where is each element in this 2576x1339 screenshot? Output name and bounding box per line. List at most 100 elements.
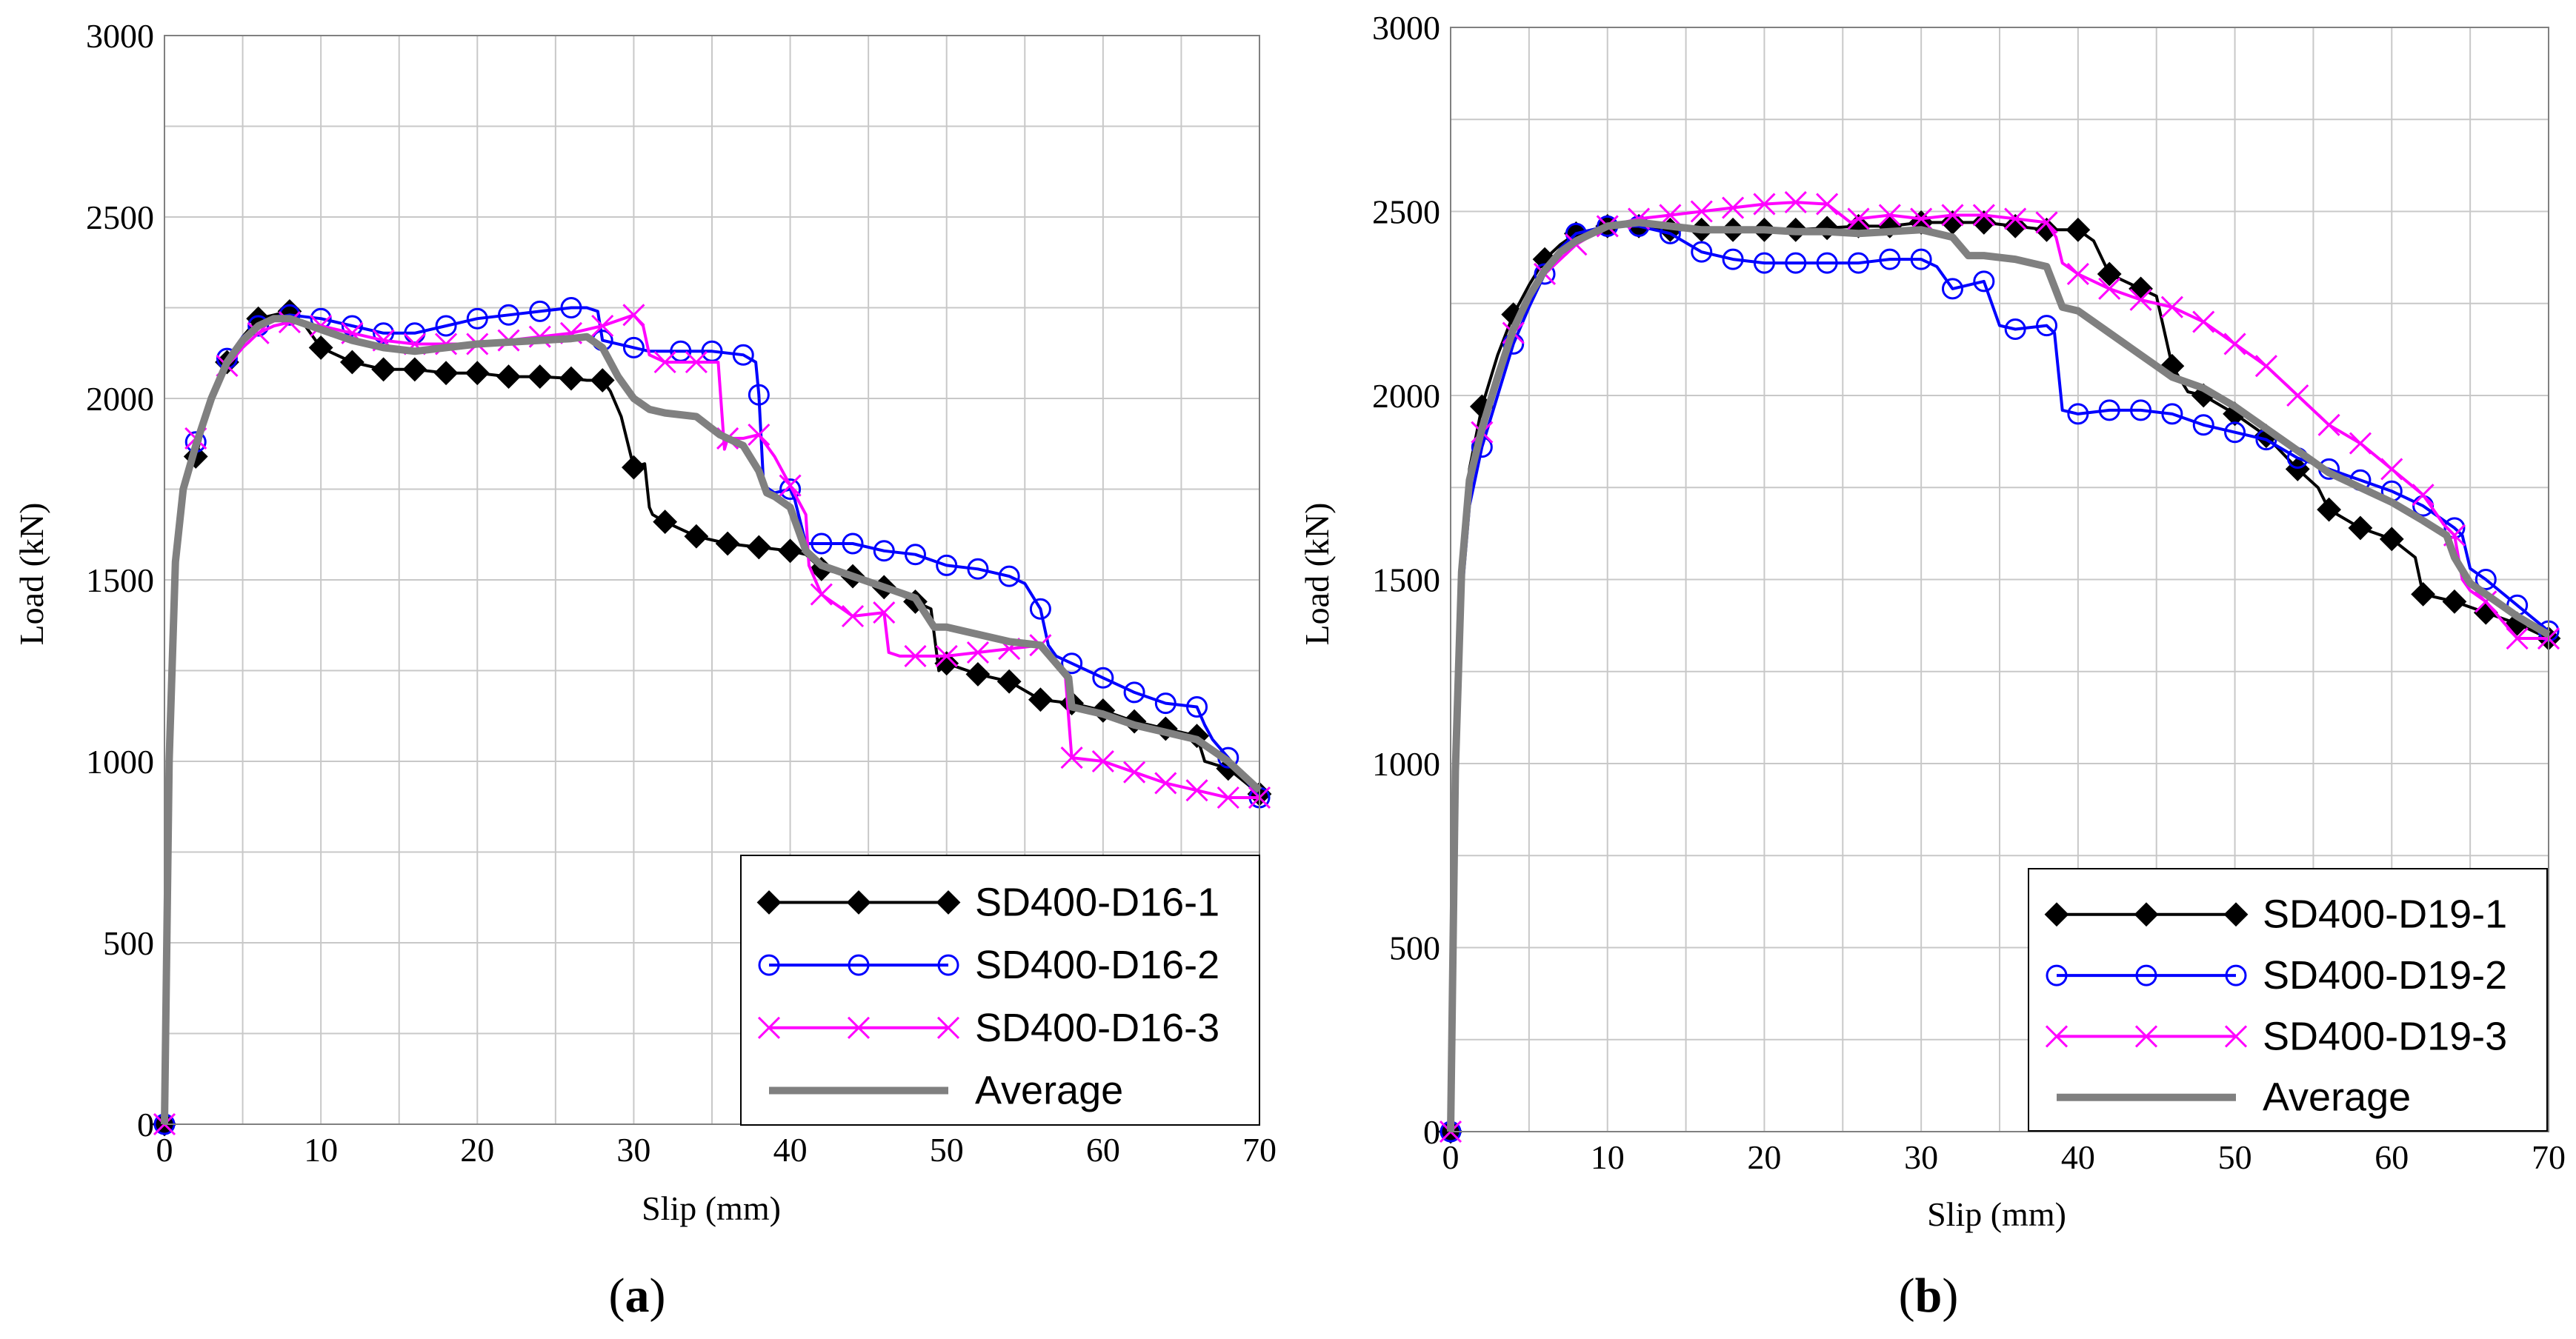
legend-marker — [2224, 1025, 2248, 1048]
data-point — [339, 350, 365, 375]
data-point — [653, 350, 676, 374]
x-tick-label: 60 — [1086, 1131, 1120, 1169]
data-point — [1879, 248, 1901, 270]
data-point — [1186, 696, 1208, 718]
x-axis-title-a: Slip (mm) — [642, 1189, 781, 1227]
data-point — [811, 532, 833, 555]
data-point — [1753, 193, 1776, 216]
data-point — [498, 304, 520, 326]
x-tick-label: 10 — [1591, 1138, 1625, 1176]
y-tick-label: 2000 — [1372, 377, 1440, 415]
legend-marker — [2045, 1025, 2069, 1048]
data-point — [2066, 262, 2089, 286]
x-tick-label: 20 — [460, 1131, 494, 1169]
data-point — [1972, 204, 1995, 227]
data-point — [2192, 310, 2215, 333]
data-point — [2097, 261, 2122, 287]
data-point — [966, 641, 990, 664]
data-point — [2098, 277, 2121, 300]
data-point — [2034, 217, 2059, 242]
panel-label-b-letter: b — [1915, 1269, 1943, 1323]
data-point — [779, 474, 802, 497]
data-point — [842, 532, 864, 555]
legend-item-SD400-D16-3: SD400-D16-3 — [757, 1006, 1219, 1050]
legend-label: SD400-D16-3 — [975, 1006, 1219, 1050]
y-axis-title-a: Load (kN) — [13, 503, 50, 646]
legend-marker — [937, 954, 959, 976]
legend-marker — [848, 954, 870, 976]
data-point — [967, 558, 989, 580]
data-point — [1061, 652, 1083, 675]
data-point — [1816, 193, 1839, 216]
legend-label: SD400-D16-1 — [975, 880, 1219, 924]
data-point — [1816, 252, 1838, 274]
y-tick-label: 2500 — [86, 198, 154, 236]
data-point — [2442, 589, 2467, 614]
legend-marker — [2223, 902, 2249, 927]
data-point — [1941, 204, 1964, 227]
data-point — [2066, 217, 2091, 242]
y-tick-label: 3000 — [86, 17, 154, 55]
x-tick-label: 50 — [930, 1131, 964, 1169]
data-point — [2379, 527, 2404, 552]
x-tick-label: 0 — [1442, 1138, 1460, 1176]
y-tick-label: 1500 — [1372, 561, 1440, 599]
series-Average — [1447, 218, 2551, 1132]
data-point — [590, 368, 615, 393]
data-point — [560, 297, 582, 318]
legend-marker — [2134, 1025, 2158, 1048]
data-point — [402, 357, 427, 382]
data-point — [873, 540, 895, 562]
data-point — [1785, 252, 1807, 274]
data-point — [904, 544, 926, 566]
data-point — [1092, 667, 1114, 689]
data-point — [591, 314, 614, 338]
data-point — [465, 361, 490, 386]
y-tick-label: 1000 — [1372, 745, 1440, 783]
data-point — [1154, 692, 1176, 715]
legend-box — [2028, 868, 2548, 1132]
data-point — [2036, 315, 2058, 337]
data-point — [1878, 204, 1901, 227]
y-tick-label: 0 — [137, 1106, 154, 1143]
data-point — [2067, 403, 2089, 425]
data-point — [2506, 627, 2529, 650]
legend-marker — [758, 954, 780, 976]
data-point — [2130, 399, 2152, 421]
data-point — [308, 335, 333, 360]
legend-item-Average: Average — [769, 1068, 1123, 1112]
data-point — [746, 535, 771, 560]
x-tick-label: 70 — [1242, 1131, 1277, 1169]
y-tick-label: 1000 — [86, 743, 154, 781]
y-tick-label: 2000 — [86, 380, 154, 418]
data-point — [1847, 252, 1869, 274]
data-point — [2223, 333, 2246, 355]
x-tick-label: 10 — [304, 1131, 338, 1169]
data-point — [466, 307, 488, 330]
data-point — [2224, 421, 2246, 444]
legend-box — [740, 855, 1260, 1126]
data-point — [1722, 248, 1744, 270]
panel-label-b: (b) — [1899, 1269, 1959, 1323]
data-point — [1060, 747, 1083, 769]
chart-panel-a: 0 10 20 30 40 50 60 70050010001500200025003000 … — [13, 17, 1277, 1323]
data-point — [934, 651, 959, 676]
y-tick-label: 500 — [1389, 929, 1440, 967]
series-line — [1447, 218, 2551, 1132]
data-point — [2192, 414, 2214, 436]
data-point — [1534, 263, 1556, 285]
data-point — [2160, 295, 2183, 318]
plot-area-b — [1450, 27, 2549, 1132]
data-point — [685, 350, 708, 374]
series-line — [163, 313, 1259, 1125]
legend-b: SD400-D19-1 SD400-D19-2 SD400-D19-3 Average — [2028, 868, 2548, 1132]
data-point — [2098, 399, 2120, 421]
x-axis-title-b: Slip (mm) — [1927, 1195, 2066, 1233]
data-point — [732, 344, 754, 366]
data-point — [2254, 355, 2277, 378]
legend-marker — [2225, 964, 2247, 986]
legend-marker — [757, 1016, 781, 1039]
legend-marker — [2044, 902, 2069, 927]
y-tick-label: 2500 — [1372, 193, 1440, 231]
